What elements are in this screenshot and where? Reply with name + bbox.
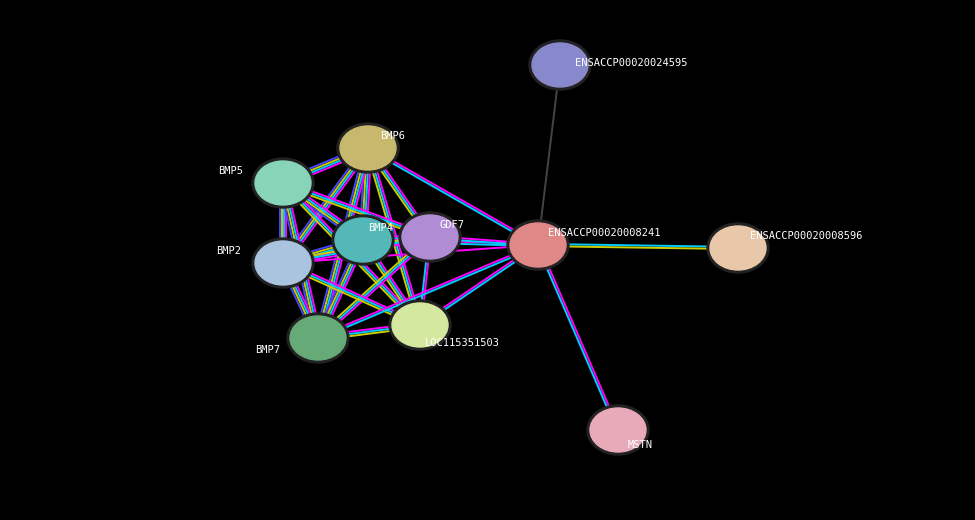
Ellipse shape xyxy=(290,316,346,360)
Text: BMP5: BMP5 xyxy=(218,166,243,176)
Ellipse shape xyxy=(590,408,646,452)
Text: MSTN: MSTN xyxy=(628,440,653,450)
Ellipse shape xyxy=(507,220,569,270)
Ellipse shape xyxy=(529,40,591,90)
Ellipse shape xyxy=(510,223,566,267)
Text: ENSACCP00020008596: ENSACCP00020008596 xyxy=(750,231,863,241)
Text: BMP7: BMP7 xyxy=(255,345,280,355)
Ellipse shape xyxy=(287,313,349,363)
Ellipse shape xyxy=(389,300,451,350)
Text: ENSACCP00020024595: ENSACCP00020024595 xyxy=(575,58,687,68)
Ellipse shape xyxy=(340,126,396,170)
Ellipse shape xyxy=(337,123,399,173)
Ellipse shape xyxy=(332,215,394,265)
Ellipse shape xyxy=(392,303,448,347)
Text: ENSACCP00020008241: ENSACCP00020008241 xyxy=(548,228,660,238)
Ellipse shape xyxy=(252,238,314,288)
Text: BMP4: BMP4 xyxy=(368,223,393,233)
Ellipse shape xyxy=(707,223,769,273)
Ellipse shape xyxy=(255,161,311,205)
Ellipse shape xyxy=(252,158,314,208)
Ellipse shape xyxy=(255,241,311,285)
Ellipse shape xyxy=(399,212,461,262)
Ellipse shape xyxy=(710,226,766,270)
Text: BMP2: BMP2 xyxy=(216,246,241,256)
Text: LOC115351503: LOC115351503 xyxy=(425,338,500,348)
Ellipse shape xyxy=(587,405,649,455)
Ellipse shape xyxy=(402,215,458,259)
Ellipse shape xyxy=(532,43,588,87)
Text: GDF7: GDF7 xyxy=(440,220,465,230)
Ellipse shape xyxy=(335,218,391,262)
Text: BMP6: BMP6 xyxy=(380,131,405,141)
